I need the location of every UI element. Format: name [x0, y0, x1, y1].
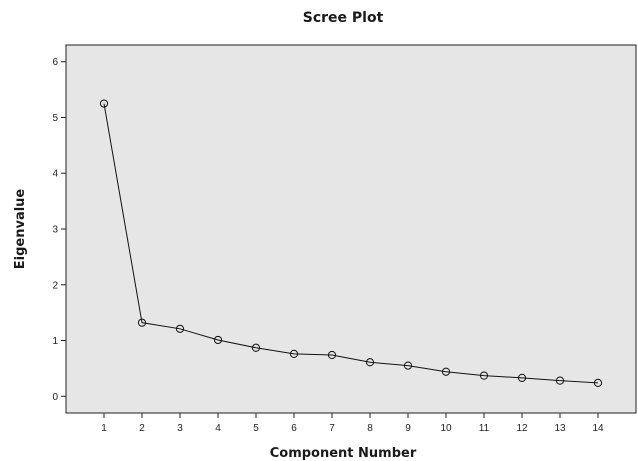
- x-tick-label: 9: [405, 423, 411, 434]
- series-line: [103, 103, 599, 384]
- y-tick-label: 4: [52, 169, 58, 180]
- data-point: [517, 373, 527, 382]
- data-point: [479, 371, 489, 380]
- data-point: [327, 350, 337, 360]
- y-tick-label: 3: [52, 225, 58, 236]
- x-tick-label: 8: [367, 423, 373, 434]
- series-group: [99, 99, 603, 387]
- x-tick-label: 12: [516, 423, 528, 434]
- x-axis: 1 2 3 4 5 6 7 8 9 10 11 12 13 14: [101, 413, 604, 434]
- data-point: [99, 99, 109, 108]
- x-tick-label: 13: [554, 423, 566, 434]
- y-tick-label: 6: [52, 57, 58, 68]
- x-axis-title: Component Number: [270, 446, 417, 461]
- x-tick-label: 5: [253, 423, 259, 434]
- x-tick-label: 3: [177, 423, 183, 434]
- y-axis: 0 1 2 3 4 5 6: [52, 57, 66, 403]
- plot-area: [65, 44, 637, 414]
- data-point: [403, 361, 413, 370]
- x-tick-label: 2: [139, 423, 145, 434]
- x-tick-label: 4: [215, 423, 221, 434]
- chart-title: Scree Plot: [303, 10, 384, 26]
- y-tick-label: 5: [52, 113, 58, 124]
- y-axis-title: Eigenvalue: [13, 189, 28, 270]
- data-point: [441, 367, 451, 376]
- x-tick-label: 10: [440, 423, 452, 434]
- data-point: [175, 324, 185, 333]
- x-tick-label: 6: [291, 423, 297, 434]
- y-tick-label: 0: [52, 392, 58, 403]
- data-point: [365, 358, 375, 367]
- data-point: [251, 343, 261, 352]
- data-point: [213, 335, 223, 345]
- x-tick-label: 11: [479, 423, 490, 434]
- data-point: [289, 349, 299, 358]
- x-tick-label: 7: [329, 423, 335, 434]
- y-tick-label: 1: [52, 336, 58, 347]
- data-point: [593, 378, 603, 387]
- x-tick-label: 1: [101, 423, 107, 434]
- data-point: [137, 318, 147, 327]
- data-point: [555, 376, 565, 385]
- x-tick-label: 14: [592, 423, 604, 434]
- y-tick-label: 2: [52, 280, 58, 291]
